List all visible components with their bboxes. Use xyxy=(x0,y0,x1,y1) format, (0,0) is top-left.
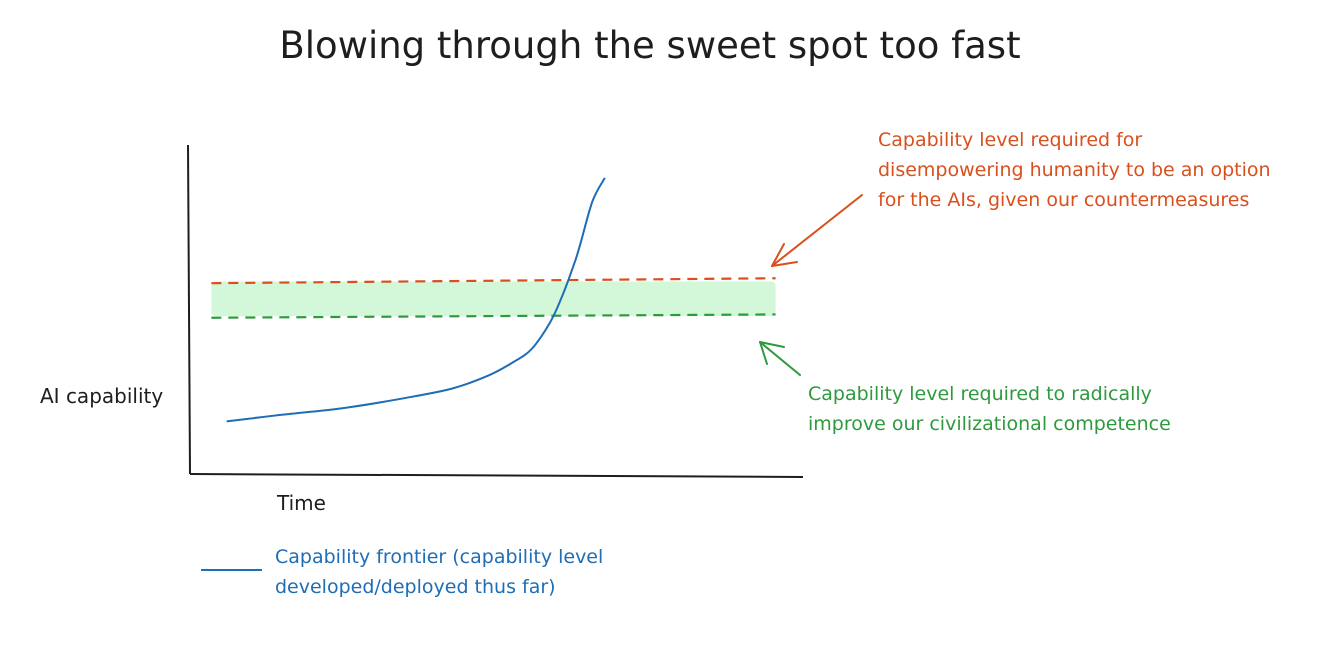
x-axis-label: Time xyxy=(276,491,326,515)
chart-title: Blowing through the sweet spot too fast xyxy=(279,24,1020,67)
annotation-line: improve our civilizational competence xyxy=(808,413,1171,435)
annotation-line: disempowering humanity to be an option xyxy=(878,159,1271,181)
green-arrow-icon xyxy=(759,341,801,376)
competence-threshold-line xyxy=(211,313,776,319)
red-arrow-icon xyxy=(771,194,863,267)
plot-area xyxy=(187,144,804,478)
legend: Capability frontier (capability level de… xyxy=(201,546,603,598)
capability-frontier-line xyxy=(226,177,606,423)
annotation-line: Capability level required to radically xyxy=(808,383,1152,405)
legend-label-line: developed/deployed thus far) xyxy=(275,576,556,598)
sweet-spot-band xyxy=(211,281,776,317)
y-axis-label: AI capability xyxy=(40,384,163,408)
disempowerment-threshold-line xyxy=(211,277,776,285)
legend-label-line: Capability frontier (capability level xyxy=(275,546,603,568)
annotation-line: Capability level required for xyxy=(878,129,1142,151)
x-axis xyxy=(189,473,804,478)
annotation-line: for the AIs, given our countermeasures xyxy=(878,189,1249,211)
y-axis xyxy=(187,144,191,475)
annotation-disempowerment: Capability level required for disempower… xyxy=(771,129,1271,267)
annotation-competence: Capability level required to radically i… xyxy=(759,341,1171,435)
